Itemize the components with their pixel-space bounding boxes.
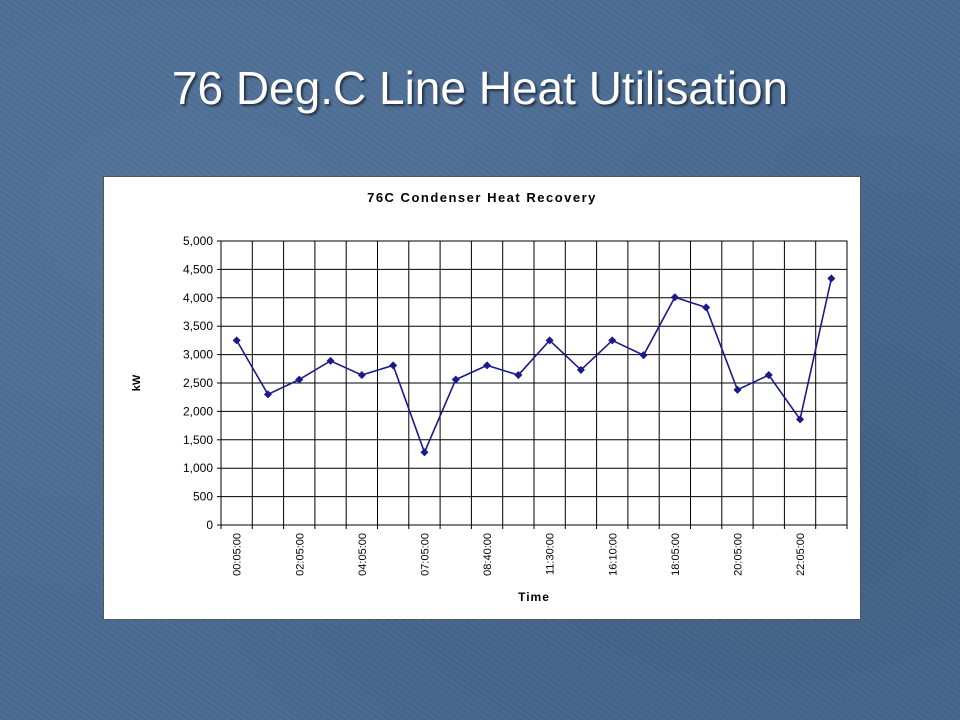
data-point (608, 336, 617, 345)
data-point (514, 371, 523, 380)
x-tick-label: 02:05:00 (294, 533, 306, 576)
x-tick-label: 11:30:00 (545, 533, 557, 575)
data-point (451, 375, 460, 384)
x-tick-label: 00:05:00 (232, 533, 244, 576)
data-point (326, 356, 335, 365)
x-tick-label: 20:05:00 (732, 533, 744, 576)
line-chart: 76C Condenser Heat Recovery kW Time 0 500… (131, 190, 848, 604)
data-point (389, 361, 398, 370)
data-point (420, 448, 429, 457)
data-point (295, 375, 304, 384)
data-point (670, 293, 679, 302)
x-tick-label: 22:05:00 (795, 533, 807, 576)
x-tick-label: 08:40:00 (482, 533, 494, 576)
data-point (263, 390, 272, 399)
data-point (702, 303, 711, 312)
data-point (576, 365, 585, 374)
x-tick-label: 04:05:00 (357, 533, 369, 576)
y-axis-label: kW (131, 374, 143, 391)
y-tick-label: 0 (206, 518, 213, 532)
data-point (639, 351, 648, 360)
y-tick-label: 1,500 (183, 433, 213, 447)
data-point (545, 336, 554, 345)
x-tick-label: 16:10:00 (607, 533, 619, 576)
y-tick-label: 3,500 (183, 319, 213, 333)
data-point (357, 371, 366, 380)
data-point (733, 385, 742, 394)
y-tick-label: 2,000 (183, 404, 213, 418)
slide-title: 76 Deg.C Line Heat Utilisation (171, 62, 789, 114)
y-tick-label: 3,000 (183, 348, 213, 362)
y-tick-label: 4,000 (183, 291, 213, 305)
data-point (796, 415, 805, 424)
y-tick-label: 4,500 (183, 262, 213, 276)
data-point (483, 361, 492, 370)
chart-title: 76C Condenser Heat Recovery (367, 190, 597, 205)
x-tick-label: 07:05:00 (419, 533, 431, 576)
y-tick-label: 5,000 (183, 234, 213, 248)
data-point (764, 371, 773, 380)
series-line (235, 278, 833, 455)
data-point (232, 336, 241, 345)
chart-frame: 76C Condenser Heat Recovery kW Time 0 500… (103, 176, 861, 620)
plot-area (220, 240, 848, 526)
data-point (827, 274, 836, 283)
y-tick-label: 2,500 (183, 376, 213, 390)
x-axis-label: Time (518, 590, 550, 604)
y-tick-label: 1,000 (183, 461, 213, 475)
y-tick-label: 500 (193, 490, 213, 504)
x-tick-label: 18:05:00 (670, 533, 682, 576)
